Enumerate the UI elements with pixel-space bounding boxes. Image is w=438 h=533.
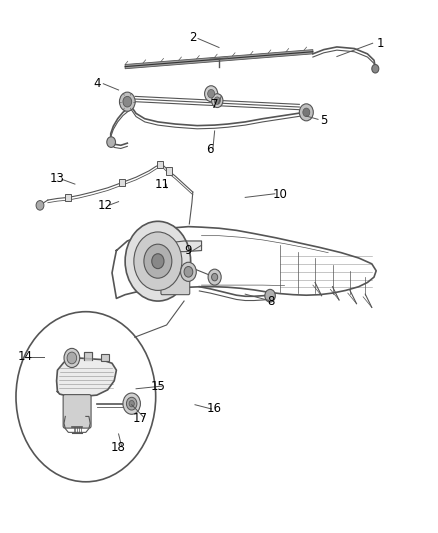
Text: 5: 5 bbox=[320, 114, 328, 127]
Text: 1: 1 bbox=[377, 37, 384, 50]
Text: 8: 8 bbox=[268, 295, 275, 308]
Polygon shape bbox=[125, 50, 313, 69]
Circle shape bbox=[120, 92, 135, 111]
Text: 4: 4 bbox=[93, 77, 100, 90]
Circle shape bbox=[152, 254, 164, 269]
Text: 15: 15 bbox=[150, 379, 165, 393]
Circle shape bbox=[205, 86, 218, 102]
Text: 9: 9 bbox=[185, 244, 192, 257]
Text: 11: 11 bbox=[155, 177, 170, 191]
Circle shape bbox=[64, 349, 80, 368]
Text: 12: 12 bbox=[98, 199, 113, 212]
Circle shape bbox=[107, 137, 116, 148]
Bar bbox=[119, 179, 125, 186]
Circle shape bbox=[265, 289, 276, 302]
Bar bbox=[157, 161, 163, 168]
Text: 7: 7 bbox=[211, 98, 219, 111]
Text: 6: 6 bbox=[207, 143, 214, 156]
Bar bbox=[166, 167, 172, 174]
Text: 18: 18 bbox=[111, 441, 126, 454]
Circle shape bbox=[214, 97, 220, 104]
Bar bbox=[65, 193, 71, 201]
Circle shape bbox=[299, 104, 313, 121]
Circle shape bbox=[67, 352, 77, 364]
Circle shape bbox=[123, 96, 132, 107]
Text: 17: 17 bbox=[133, 411, 148, 424]
Circle shape bbox=[303, 108, 310, 117]
Circle shape bbox=[184, 266, 193, 277]
Circle shape bbox=[208, 269, 221, 285]
Text: 10: 10 bbox=[273, 188, 288, 201]
Circle shape bbox=[212, 273, 218, 281]
Circle shape bbox=[123, 393, 141, 414]
Circle shape bbox=[372, 64, 379, 73]
FancyBboxPatch shape bbox=[63, 394, 91, 428]
Circle shape bbox=[36, 200, 44, 210]
FancyBboxPatch shape bbox=[161, 270, 190, 295]
Text: 13: 13 bbox=[50, 172, 65, 185]
Circle shape bbox=[208, 90, 215, 98]
Circle shape bbox=[144, 244, 172, 278]
Circle shape bbox=[212, 94, 223, 108]
Bar bbox=[101, 354, 109, 361]
Text: 14: 14 bbox=[17, 350, 32, 364]
Polygon shape bbox=[171, 241, 201, 252]
Circle shape bbox=[127, 397, 137, 410]
Polygon shape bbox=[57, 358, 117, 397]
Circle shape bbox=[125, 221, 191, 301]
Polygon shape bbox=[84, 352, 92, 360]
Circle shape bbox=[180, 262, 196, 281]
Circle shape bbox=[134, 232, 182, 290]
Circle shape bbox=[129, 400, 134, 407]
Text: 2: 2 bbox=[189, 31, 197, 44]
Text: 16: 16 bbox=[207, 402, 222, 415]
